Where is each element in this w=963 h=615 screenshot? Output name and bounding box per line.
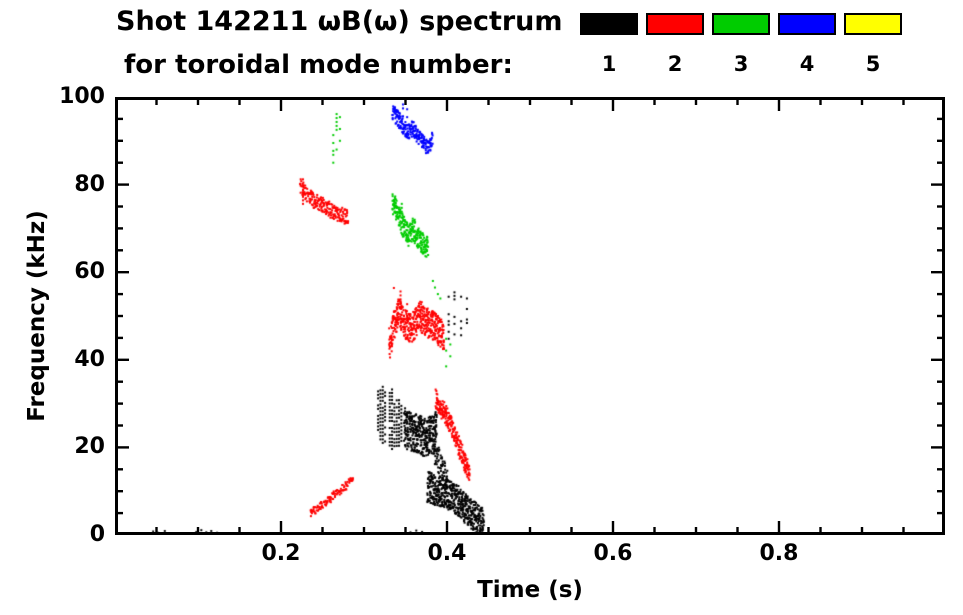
y-tick-label: 80 bbox=[74, 171, 105, 197]
plot-area bbox=[115, 97, 945, 535]
y-tick-label: 0 bbox=[89, 522, 105, 547]
y-tick-label: 60 bbox=[74, 259, 105, 285]
legend-swatch-n3 bbox=[712, 13, 770, 35]
x-tick-label: 0.2 bbox=[261, 541, 301, 566]
legend-swatch-n2 bbox=[646, 13, 704, 35]
figure-title: Shot 142211 ωB(ω) spectrum bbox=[116, 6, 563, 37]
legend-mode-number: 3 bbox=[733, 52, 749, 76]
x-tick-label: 0.4 bbox=[427, 541, 467, 566]
legend-mode-number: 4 bbox=[799, 52, 815, 76]
y-tick-label: 20 bbox=[74, 434, 105, 460]
y-tick-label: 100 bbox=[59, 84, 105, 109]
plot-axes bbox=[115, 97, 945, 535]
x-tick-label: 0.6 bbox=[593, 541, 633, 566]
legend-swatch-n1 bbox=[580, 13, 638, 35]
legend-mode-number: 5 bbox=[865, 52, 881, 76]
figure-subtitle: for toroidal mode number: bbox=[124, 50, 513, 80]
legend-swatch-n4 bbox=[778, 13, 836, 35]
legend-mode-number: 2 bbox=[667, 52, 683, 76]
x-tick-label: 0.8 bbox=[759, 541, 799, 566]
y-tick-label: 40 bbox=[74, 346, 105, 372]
x-axis-title: Time (s) bbox=[477, 577, 583, 603]
legend-swatch-n5 bbox=[844, 13, 902, 35]
legend-mode-number: 1 bbox=[601, 52, 617, 76]
y-axis-title: Frequency (kHz) bbox=[24, 210, 50, 422]
plot-canvas bbox=[115, 97, 945, 535]
legend bbox=[580, 13, 902, 35]
legend-mode-numbers: 1 2 3 4 5 bbox=[580, 52, 902, 76]
